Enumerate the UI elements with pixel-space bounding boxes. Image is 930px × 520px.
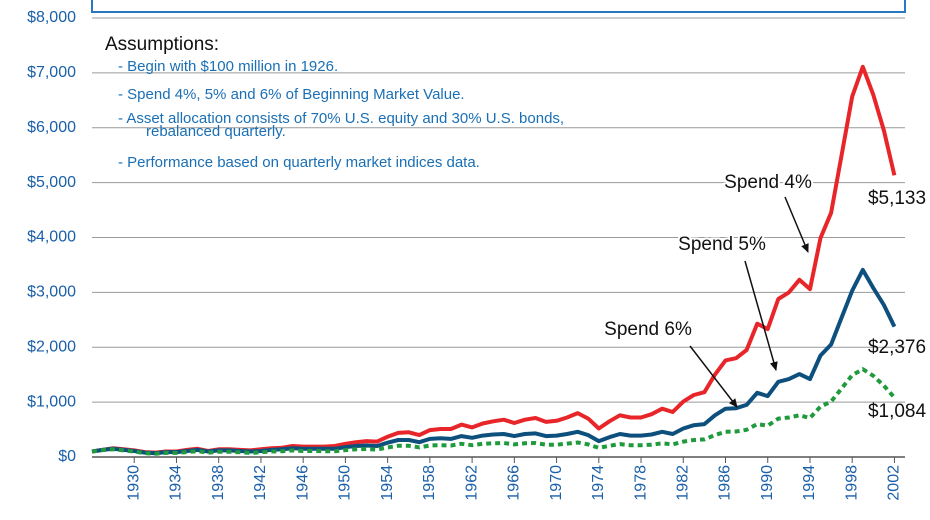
x-tick-label: 1942 xyxy=(252,465,269,501)
y-tick-label: $5,000 xyxy=(27,174,76,191)
x-tick-label: 1978 xyxy=(632,465,649,501)
annotation-arrow xyxy=(744,260,778,371)
y-tick-label: $7,000 xyxy=(27,64,76,81)
assumption-item: - Begin with $100 million in 1926. xyxy=(118,58,338,75)
x-tick-label: 1990 xyxy=(759,465,776,501)
end-label: $1,084 xyxy=(868,401,927,422)
assumptions-frame xyxy=(91,0,906,13)
y-tick-label: $2,000 xyxy=(27,338,76,355)
x-tick-label: 1946 xyxy=(294,465,311,501)
series-line xyxy=(91,267,897,456)
x-tick-label: 1938 xyxy=(210,465,227,501)
assumption-item: - Performance based on quarterly market … xyxy=(118,154,480,171)
series-name: Spend 5% xyxy=(678,234,766,255)
y-tick-label: $6,000 xyxy=(27,119,76,136)
assumptions-title: Assumptions: xyxy=(105,34,219,55)
x-tick-label: 1966 xyxy=(506,465,523,501)
y-tick-label: $1,000 xyxy=(27,393,76,410)
end-label: $2,376 xyxy=(868,337,926,358)
y-tick-label: $3,000 xyxy=(27,284,76,301)
x-tick-label: 1958 xyxy=(421,465,438,501)
x-tick-label: 1998 xyxy=(843,465,860,501)
x-tick-label: 1970 xyxy=(548,465,565,501)
x-tick-label: 1930 xyxy=(125,465,142,501)
y-tick-label: $4,000 xyxy=(27,229,76,246)
assumption-item: - Asset allocation consists of 70% U.S. … xyxy=(118,110,564,127)
x-tick-label: 1986 xyxy=(717,465,734,501)
x-tick-label: 2002 xyxy=(886,465,903,501)
x-tick-label: 1994 xyxy=(801,465,818,501)
assumption-item: rebalanced quarterly. xyxy=(146,123,286,140)
series-name: Spend 6% xyxy=(604,319,692,340)
y-tick-label: $0 xyxy=(58,448,76,465)
x-tick-label: 1974 xyxy=(590,465,607,501)
x-tick-label: 1982 xyxy=(674,465,691,501)
annotation-arrow xyxy=(689,345,738,408)
x-tick-label: 1934 xyxy=(168,465,185,501)
series-line xyxy=(91,367,896,456)
series-name: Spend 4% xyxy=(724,172,812,193)
assumption-item: - Spend 4%, 5% and 6% of Beginning Marke… xyxy=(118,86,465,103)
end-label: $5,133 xyxy=(868,188,926,209)
annotation-arrow xyxy=(784,196,809,253)
y-tick-label: $8,000 xyxy=(27,9,76,26)
x-tick-label: 1954 xyxy=(379,465,396,501)
x-tick-label: 1962 xyxy=(463,465,480,501)
x-tick-label: 1950 xyxy=(337,465,354,501)
